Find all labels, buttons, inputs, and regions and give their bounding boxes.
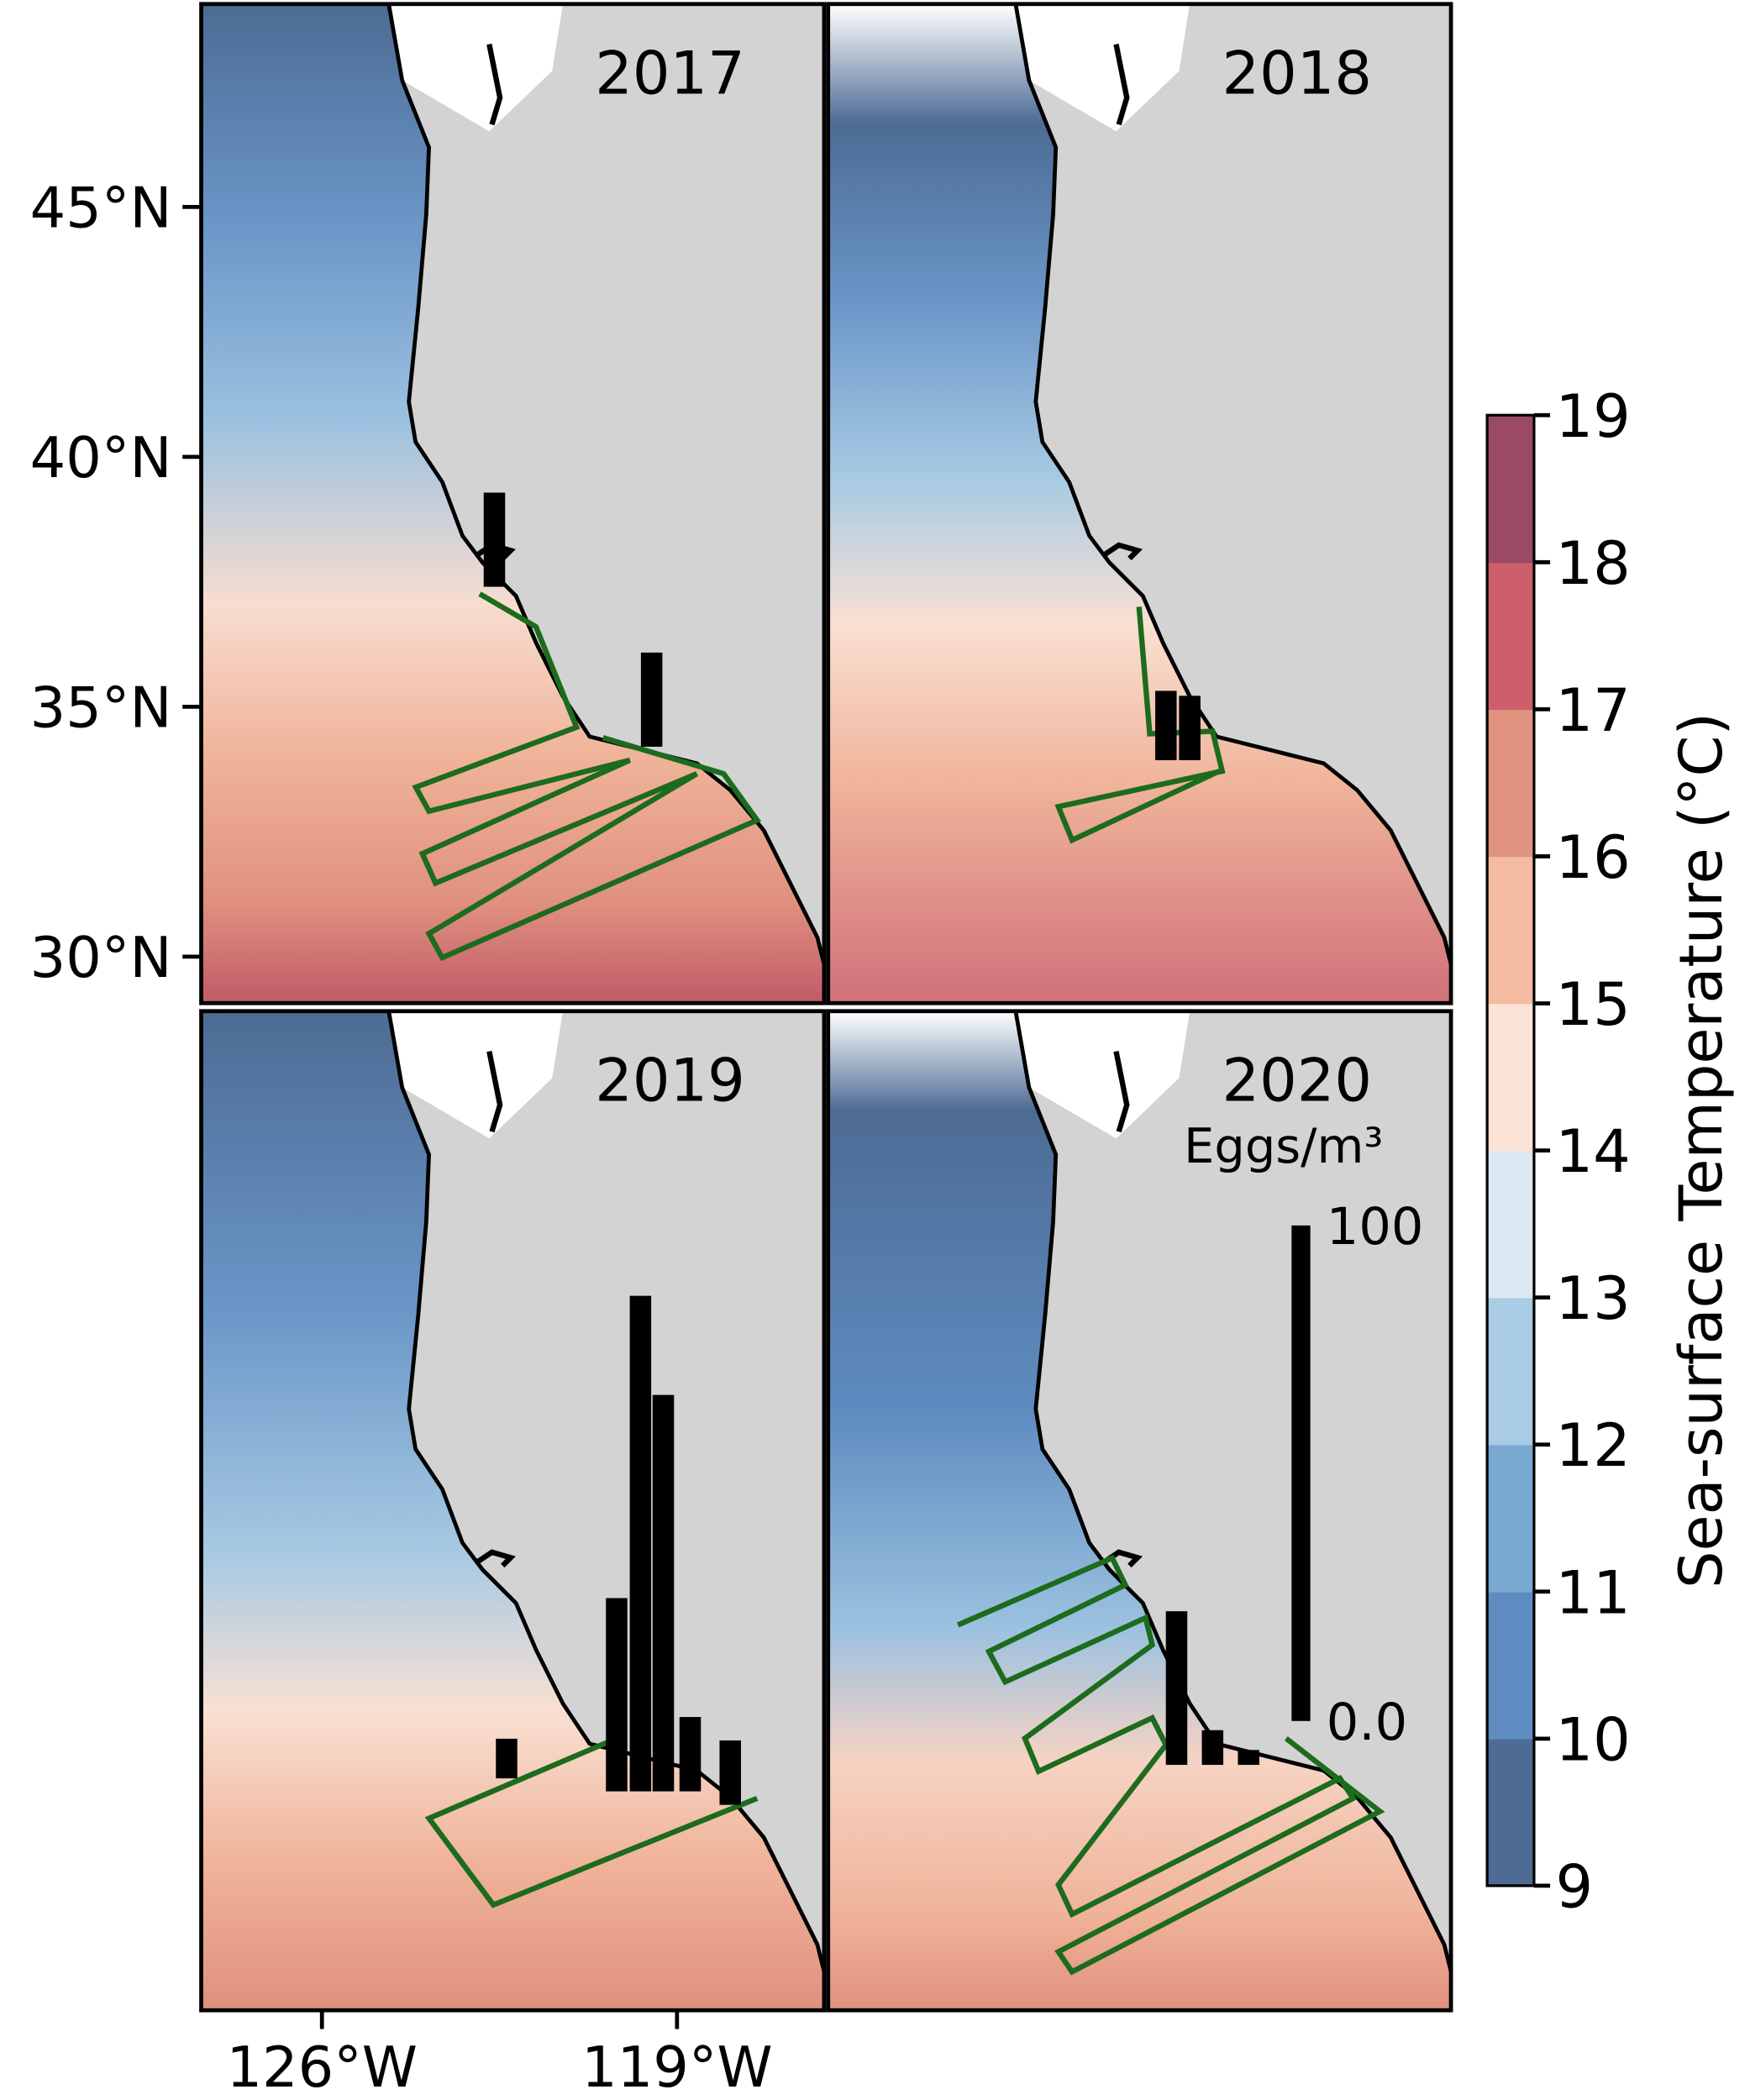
egg-bar	[1165, 1611, 1188, 1766]
panel-frame	[826, 2, 1453, 1005]
y-tick-label: 35°N	[30, 675, 172, 740]
colorbar-tick-label: 13	[1555, 1264, 1630, 1333]
colorbar-tick-label: 11	[1555, 1558, 1630, 1627]
land	[388, 1011, 824, 2011]
colorbar-bin	[1487, 1738, 1534, 1887]
y-tick-label: 45°N	[30, 175, 172, 240]
land	[1015, 1011, 1452, 2011]
egg-bar	[1201, 1730, 1224, 1766]
egg-bar	[496, 1738, 518, 1779]
survey-track	[956, 1554, 1385, 1976]
egg-bar	[606, 1598, 628, 1792]
panel-title: 2019	[595, 1047, 745, 1116]
colorbar-tick-label: 12	[1555, 1411, 1630, 1480]
colorbar-tick-label: 19	[1555, 382, 1630, 451]
map-panel: 2020	[826, 1009, 1453, 2013]
colorbar-tick-label: 9	[1555, 1852, 1593, 1921]
panel-title: 2018	[1222, 39, 1372, 108]
colorbar-bin	[1487, 1150, 1534, 1299]
colorbar-tick-label: 18	[1555, 529, 1630, 598]
x-tick-label: 126°W	[226, 2034, 417, 2100]
land-north	[1015, 1011, 1190, 1139]
map-panel: 2017	[199, 2, 827, 1005]
survey-track	[1054, 606, 1226, 844]
panel-frame	[826, 1009, 1453, 2013]
colorbar-label: Sea-surface Temperature (°C)	[1667, 712, 1736, 1588]
egg-bar	[483, 492, 506, 587]
colorbar-bin	[1487, 709, 1534, 858]
land	[388, 3, 824, 1004]
map-panel: 2019	[199, 1009, 827, 2013]
x-tick-label: 119°W	[581, 2034, 772, 2100]
bay	[1101, 43, 1143, 561]
egg-legend-title: Eggs/m³	[1184, 1118, 1383, 1174]
land	[1015, 3, 1452, 1004]
colorbar-tick-label: 15	[1555, 970, 1630, 1039]
colorbar-tick-label: 16	[1555, 823, 1630, 892]
bay	[474, 1050, 516, 1568]
colorbar-tick-label: 10	[1555, 1705, 1630, 1774]
panel-frame	[199, 1009, 827, 2013]
coastline	[1013, 3, 1453, 965]
colorbar-bin	[1487, 562, 1534, 711]
colorbar-bin	[1487, 415, 1534, 564]
survey-track	[424, 1735, 759, 1908]
panel-frame	[199, 2, 827, 1005]
colorbar-tick-label: 17	[1555, 676, 1630, 745]
y-tick-label: 40°N	[30, 425, 172, 491]
coastline	[386, 1011, 827, 1972]
egg-bar	[1179, 696, 1201, 761]
land-north	[1015, 3, 1190, 132]
egg-bar	[640, 652, 663, 747]
survey-track	[412, 591, 762, 962]
egg-bar	[629, 1295, 652, 1792]
colorbar-bin	[1487, 1003, 1534, 1152]
land-north	[388, 3, 564, 132]
panel-title: 2017	[595, 39, 745, 108]
egg-bar	[1238, 1750, 1259, 1766]
colorbar-bin	[1487, 1591, 1534, 1740]
egg-bar	[679, 1717, 702, 1792]
panel-title: 2020	[1222, 1047, 1372, 1116]
colorbar-bin	[1487, 856, 1534, 1005]
land-north	[388, 1011, 564, 1139]
colorbar-tick-label: 14	[1555, 1117, 1630, 1186]
y-tick-label: 30°N	[30, 925, 172, 990]
coastline	[1013, 1011, 1453, 1972]
map-panel: 2018	[826, 2, 1453, 1005]
egg-legend-label: 0.0	[1327, 1693, 1407, 1752]
egg-bar	[1155, 690, 1177, 761]
egg-legend-label: 100	[1327, 1198, 1424, 1257]
colorbar-bin	[1487, 1297, 1534, 1446]
colorbar-bin	[1487, 1444, 1534, 1593]
egg-bar	[652, 1394, 675, 1792]
egg-legend-bar	[1291, 1225, 1311, 1721]
egg-bar	[719, 1740, 741, 1805]
